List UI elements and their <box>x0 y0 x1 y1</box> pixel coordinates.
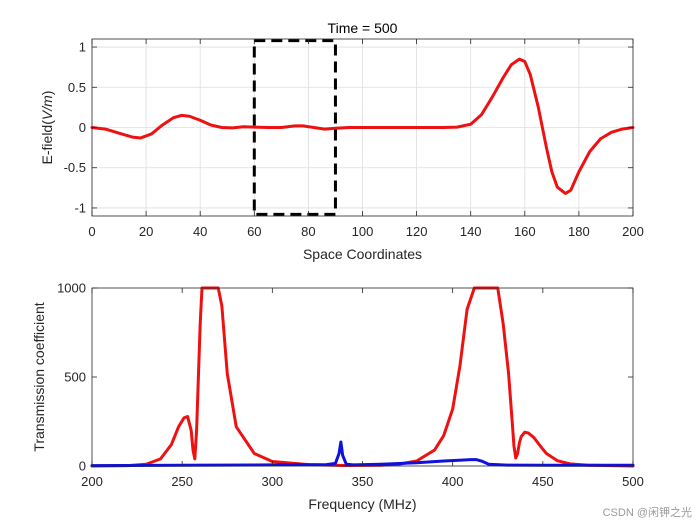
x-tick-label: 40 <box>193 224 207 239</box>
top-y-axis-label: E-field(V/m) <box>39 91 55 165</box>
bottom-x-axis-label: Frequency (MHz) <box>308 496 416 512</box>
bottom-axes: 200 250 300 350 400 450 500 0 500 1000 Frequency … <box>31 281 644 513</box>
top-axes-ticks: 0 20 40 60 80 100 120 140 160 180 200 -1 -0.5 0 0.5 1 <box>64 39 644 239</box>
x-tick-label: 300 <box>261 474 283 489</box>
x-tick-label: 350 <box>352 474 374 489</box>
y-tick-label: 1000 <box>57 281 86 296</box>
x-tick-label: 200 <box>81 474 103 489</box>
bottom-axes-lines <box>90 286 635 468</box>
x-tick-label: 80 <box>301 224 315 239</box>
top-x-axis-label: Space Coordinates <box>303 246 422 262</box>
x-tick-label: 160 <box>514 224 536 239</box>
watermark: CSDN @闲钾之光 <box>603 505 692 519</box>
y-tick-label: 0 <box>79 459 86 474</box>
series-line-1 <box>90 57 635 195</box>
bottom-y-axis-label: Transmission coefficient <box>31 302 47 452</box>
x-tick-label: 60 <box>247 224 261 239</box>
series-line-2 <box>90 440 635 468</box>
ylabel-prefix: E-field( <box>39 120 55 165</box>
ylabel-suffix: ) <box>39 91 55 96</box>
x-tick-label: 120 <box>406 224 428 239</box>
x-tick-label: 200 <box>622 224 644 239</box>
y-tick-label: 0.5 <box>68 80 86 95</box>
top-axes-annotation <box>252 39 337 216</box>
x-tick-label: 0 <box>88 224 95 239</box>
y-tick-label: 500 <box>64 370 86 385</box>
x-tick-label: 100 <box>352 224 374 239</box>
x-tick-label: 140 <box>460 224 482 239</box>
top-chart-title: Time = 500 <box>328 20 398 36</box>
x-tick-label: 20 <box>139 224 153 239</box>
top-axes-lines <box>90 57 635 195</box>
x-tick-label: 500 <box>622 474 644 489</box>
top-axes: 0 20 40 60 80 100 120 140 160 180 200 -1 -0.5 0 0.5 1 T… <box>39 20 644 262</box>
y-tick-label: -0.5 <box>64 160 86 175</box>
y-tick-label: 1 <box>79 40 86 55</box>
x-tick-label: 180 <box>568 224 590 239</box>
y-tick-label: 0 <box>79 120 86 135</box>
x-tick-label: 250 <box>171 474 193 489</box>
x-tick-label: 400 <box>442 474 464 489</box>
x-tick-label: 450 <box>532 474 554 489</box>
dashed-rectangle <box>252 39 337 216</box>
y-tick-label: -1 <box>74 200 86 215</box>
bottom-axes-ticks: 200 250 300 350 400 450 500 0 500 1000 <box>57 281 644 490</box>
ylabel-italic: V/m <box>39 95 55 120</box>
